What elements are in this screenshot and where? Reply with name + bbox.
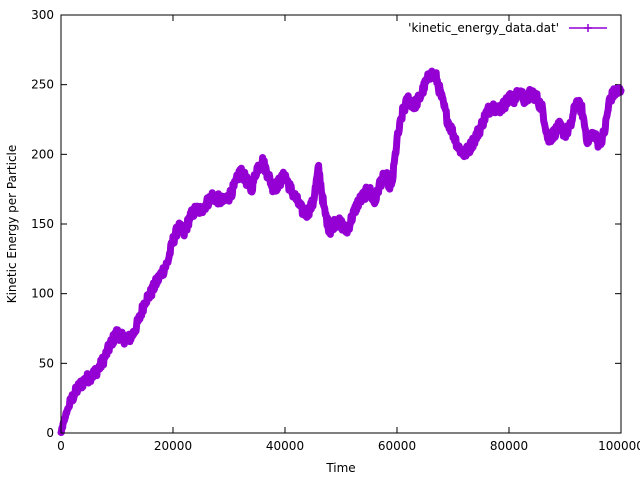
series-layer <box>57 67 625 437</box>
x-tick-label: 20000 <box>154 439 192 453</box>
legend-marker <box>584 24 592 32</box>
y-axis-ticks: 0 50 100 150 200 250 300 <box>31 8 621 440</box>
plot-frame <box>60 14 622 434</box>
series-line-core <box>60 71 622 434</box>
x-tick-label: 0 <box>57 439 65 453</box>
x-axis-label: Time <box>325 461 355 475</box>
y-tick-label: 150 <box>31 217 54 231</box>
x-tick-label: 100000 <box>598 439 640 453</box>
series-line <box>57 67 625 437</box>
y-tick-label: 0 <box>46 426 54 440</box>
y-tick-label: 50 <box>39 356 54 370</box>
x-tick-label: 80000 <box>490 439 528 453</box>
legend-label: 'kinetic_energy_data.dat' <box>408 21 559 35</box>
x-axis-ticks: 0 20000 40000 60000 80000 100000 <box>57 15 640 453</box>
y-tick-label: 300 <box>31 8 54 22</box>
y-tick-label: 250 <box>31 78 54 92</box>
y-tick-label: 100 <box>31 287 54 301</box>
legend: 'kinetic_energy_data.dat' <box>408 21 607 35</box>
y-tick-label: 200 <box>31 147 54 161</box>
y-axis-label: Kinetic Energy per Particle <box>5 145 19 304</box>
x-tick-label: 40000 <box>266 439 304 453</box>
x-tick-label: 60000 <box>378 439 416 453</box>
